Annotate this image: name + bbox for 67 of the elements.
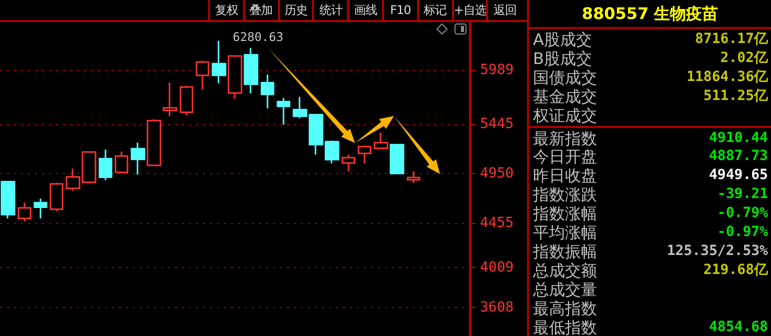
text: F10 <box>382 0 417 20</box>
text: 历史 <box>278 0 312 20</box>
text: 4887.73 <box>708 148 768 164</box>
category-label: 权证成交 <box>533 106 597 125</box>
text: 统计 <box>312 0 348 20</box>
candlestick <box>0 180 16 220</box>
category-label: 指数振幅 <box>533 242 597 261</box>
candlestick <box>196 60 210 90</box>
category-label: 指数涨幅 <box>533 204 597 224</box>
text: 标记 <box>416 0 452 20</box>
category-label: 国债成交 <box>533 68 597 87</box>
y-tick-label: 3608 <box>480 299 514 316</box>
text: -39.21 <box>717 186 768 202</box>
candlestick <box>180 84 194 116</box>
candlestick <box>146 118 162 166</box>
text: 511.25亿 <box>703 88 768 104</box>
category-label: 总成交量 <box>533 280 597 299</box>
candlestick <box>34 198 48 220</box>
text: 880557 生物疫苗 <box>529 0 771 29</box>
candlestick <box>212 40 226 84</box>
text: 返回 <box>486 0 522 20</box>
candlestick <box>276 97 290 126</box>
y-tick-label: 4455 <box>480 214 514 231</box>
candlestick <box>18 202 32 222</box>
y-tick-label: 4009 <box>480 259 514 276</box>
text: 叠加 <box>242 0 278 20</box>
candlestick <box>406 170 420 184</box>
candlestick <box>162 82 178 118</box>
candlestick <box>342 154 356 172</box>
candlestick <box>244 47 258 94</box>
text: 8716.17亿 <box>694 31 768 47</box>
candlestick <box>260 74 274 110</box>
candlestick <box>50 182 64 212</box>
text: 画线 <box>347 0 382 20</box>
category-label: 最低指数 <box>533 318 597 336</box>
category-label: 最新指数 <box>533 128 597 148</box>
category-label: A股成交 <box>533 30 592 49</box>
text: 4854.68 <box>708 318 768 334</box>
text: 2.02亿 <box>720 50 768 66</box>
candlestick <box>228 55 242 100</box>
y-tick-label: 5445 <box>480 116 514 132</box>
category-label: 平均涨幅 <box>533 223 597 242</box>
category-label: B股成交 <box>533 48 592 68</box>
text: 219.68亿 <box>703 262 768 278</box>
text: 复权 <box>208 0 243 20</box>
text: 4949.65 <box>708 167 768 184</box>
candlestick <box>130 142 146 176</box>
y-tick-label: 4950 <box>480 166 514 182</box>
candlestick <box>358 144 372 164</box>
candlestick <box>114 150 128 174</box>
text: -0.79% <box>717 205 768 222</box>
text: -0.97% <box>717 224 768 240</box>
text: 11864.36亿 <box>686 68 768 85</box>
category-label: 最高指数 <box>533 298 597 318</box>
category-label: 基金成交 <box>533 86 597 106</box>
category-label: 今日开盘 <box>533 147 597 166</box>
y-tick-label: 5989 <box>480 62 514 78</box>
candlestick <box>390 144 404 176</box>
category-label: 指数涨跌 <box>533 185 597 204</box>
candlestick <box>374 132 388 150</box>
category-label: 昨日收盘 <box>533 166 597 186</box>
annotation: 6280.63 <box>232 30 284 44</box>
candlestick <box>98 148 112 182</box>
text: 4910.44 <box>708 130 768 146</box>
category-label: 总成交额 <box>533 260 597 280</box>
text: 125.35/2.53% <box>666 242 768 259</box>
text: +自选 <box>452 0 486 20</box>
